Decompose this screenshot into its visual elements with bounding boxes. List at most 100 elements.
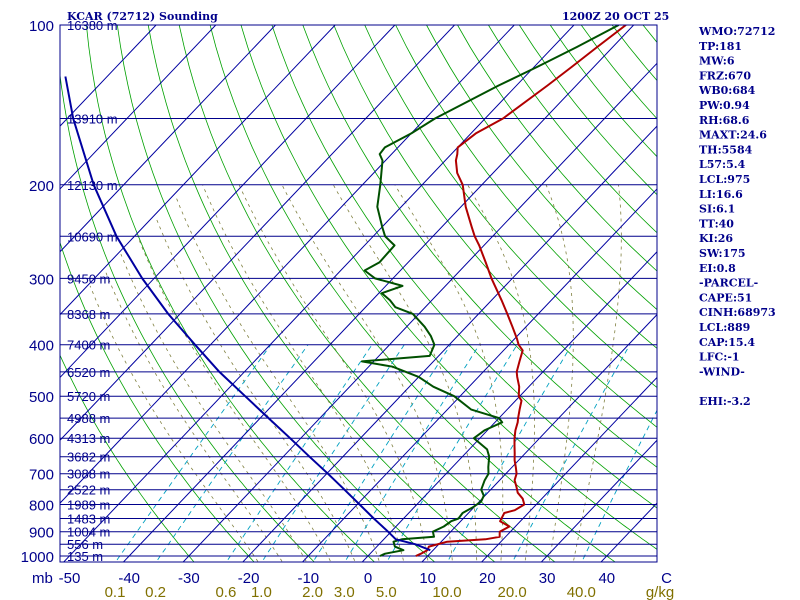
mixing-ratio-line [446, 344, 572, 562]
height-label: 1004 m [67, 525, 110, 540]
height-label: 4313 m [67, 431, 110, 446]
pressure-label: 900 [29, 525, 54, 542]
isotherm [242, 125, 657, 562]
moist-adiabat [281, 184, 453, 562]
height-label: 6520 m [67, 365, 110, 380]
pressure-label: 1000 [21, 549, 54, 566]
dry-adiabat [147, 25, 496, 562]
index-line: TH:5584 [699, 143, 753, 156]
mixing-ratio-label: 2.0 [302, 584, 323, 600]
height-label: 4988 m [67, 411, 110, 426]
mixing-ratio-label: 0.6 [215, 584, 236, 600]
moist-adiabat [104, 270, 283, 562]
dry-adiabat [457, 25, 657, 272]
moist-adiabat [202, 184, 405, 562]
pressure-label: 300 [29, 271, 54, 288]
dry-adiabat [60, 71, 315, 562]
height-label: 12130 m [67, 178, 118, 193]
moist-adiabat [120, 253, 308, 562]
isotherm [60, 25, 277, 253]
isotherm [60, 25, 456, 441]
index-line: LCL:889 [699, 321, 750, 334]
isotherm [361, 251, 657, 562]
index-line: LFC:-1 [699, 351, 740, 364]
isotherm [421, 313, 657, 562]
index-line: CAP:15.4 [699, 336, 755, 349]
index-line: TP:181 [699, 40, 742, 53]
temperature-label: 0 [364, 570, 372, 587]
label-layer: KCAR (72712) Sounding 1200Z 20 OCT 25 16… [21, 10, 675, 600]
mixing-ratio-line [581, 409, 657, 562]
height-label: 3088 m [67, 467, 110, 482]
temperature-label: -50 [59, 570, 81, 587]
isotherm [63, 25, 575, 562]
height-label: 16380 m [67, 18, 118, 33]
index-line: FRZ:670 [699, 69, 751, 82]
dry-adiabat [364, 25, 657, 389]
height-label: 8368 m [67, 307, 110, 322]
index-line: WB0:684 [698, 84, 756, 97]
parcel-trace [64, 76, 431, 552]
dry-adiabat [518, 25, 657, 196]
isotherm [60, 25, 336, 316]
temperature-label: -20 [238, 570, 260, 587]
pressure-unit: mb [32, 570, 53, 587]
grid-layer [60, 25, 657, 562]
mixing-ratio-label: 1.0 [251, 584, 272, 600]
height-label: 556 m [67, 537, 103, 552]
mixing-ratio-label: 10.0 [432, 584, 461, 600]
station-title: KCAR (72712) Sounding [67, 10, 218, 23]
index-line: SW:175 [699, 247, 746, 260]
dry-adiabat [240, 25, 657, 550]
temperature-label: 30 [539, 570, 556, 587]
pressure-label: 100 [29, 18, 54, 35]
sounding-time: 1200Z 20 OCT 25 [562, 10, 669, 23]
temperature-label: 10 [419, 570, 436, 587]
mixing-ratio-line [261, 344, 405, 562]
dry-adiabat [86, 25, 376, 562]
index-line: EHI:-3.2 [699, 395, 751, 408]
moist-adiabat [572, 184, 622, 562]
isotherm [122, 25, 635, 562]
height-label: 3682 m [67, 450, 110, 465]
mixing-ratio-label: 0.1 [105, 584, 126, 600]
mixing-ratio-line [225, 344, 373, 562]
index-line: MW:6 [699, 55, 735, 68]
isotherm [301, 188, 657, 562]
pressure-label: 700 [29, 467, 54, 484]
mixing-ratio-label: 40.0 [567, 584, 596, 600]
mixing-ratio-label: 5.0 [376, 584, 397, 600]
index-line: L57:5.4 [699, 158, 746, 171]
dry-adiabat [426, 25, 657, 311]
mixing-ratio-line [312, 344, 452, 562]
temperature-label: 40 [598, 570, 615, 587]
index-line: WMO:72712 [698, 25, 775, 38]
isotherm [60, 25, 217, 190]
index-line: LI:16.6 [699, 188, 743, 201]
index-line: EI:0.8 [699, 262, 736, 275]
mixing-ratio-label: 0.2 [145, 584, 166, 600]
index-line: SI:6.1 [699, 203, 735, 216]
height-label: 9450 m [67, 271, 110, 286]
moist-adiabat [545, 184, 574, 562]
dry-adiabat [116, 25, 436, 562]
height-label: 1483 m [67, 512, 110, 527]
moist-adiabat [467, 184, 535, 562]
moist-adiabat [155, 216, 356, 562]
height-label: 7400 m [67, 338, 110, 353]
moist-adiabat [137, 236, 332, 562]
isotherm [182, 62, 657, 562]
pressure-label: 400 [29, 338, 54, 355]
dry-adiabat [549, 25, 657, 158]
temperature-trace [415, 25, 627, 557]
index-line: -WIND- [699, 365, 745, 378]
dry-adiabat [60, 354, 195, 562]
plot-frame [59, 24, 658, 563]
mixing-ratio-line [344, 344, 480, 562]
temperature-label: 20 [479, 570, 496, 587]
index-line: CINH:68973 [699, 306, 776, 319]
index-line: TT:40 [699, 217, 734, 230]
height-label: 2522 m [67, 483, 110, 498]
